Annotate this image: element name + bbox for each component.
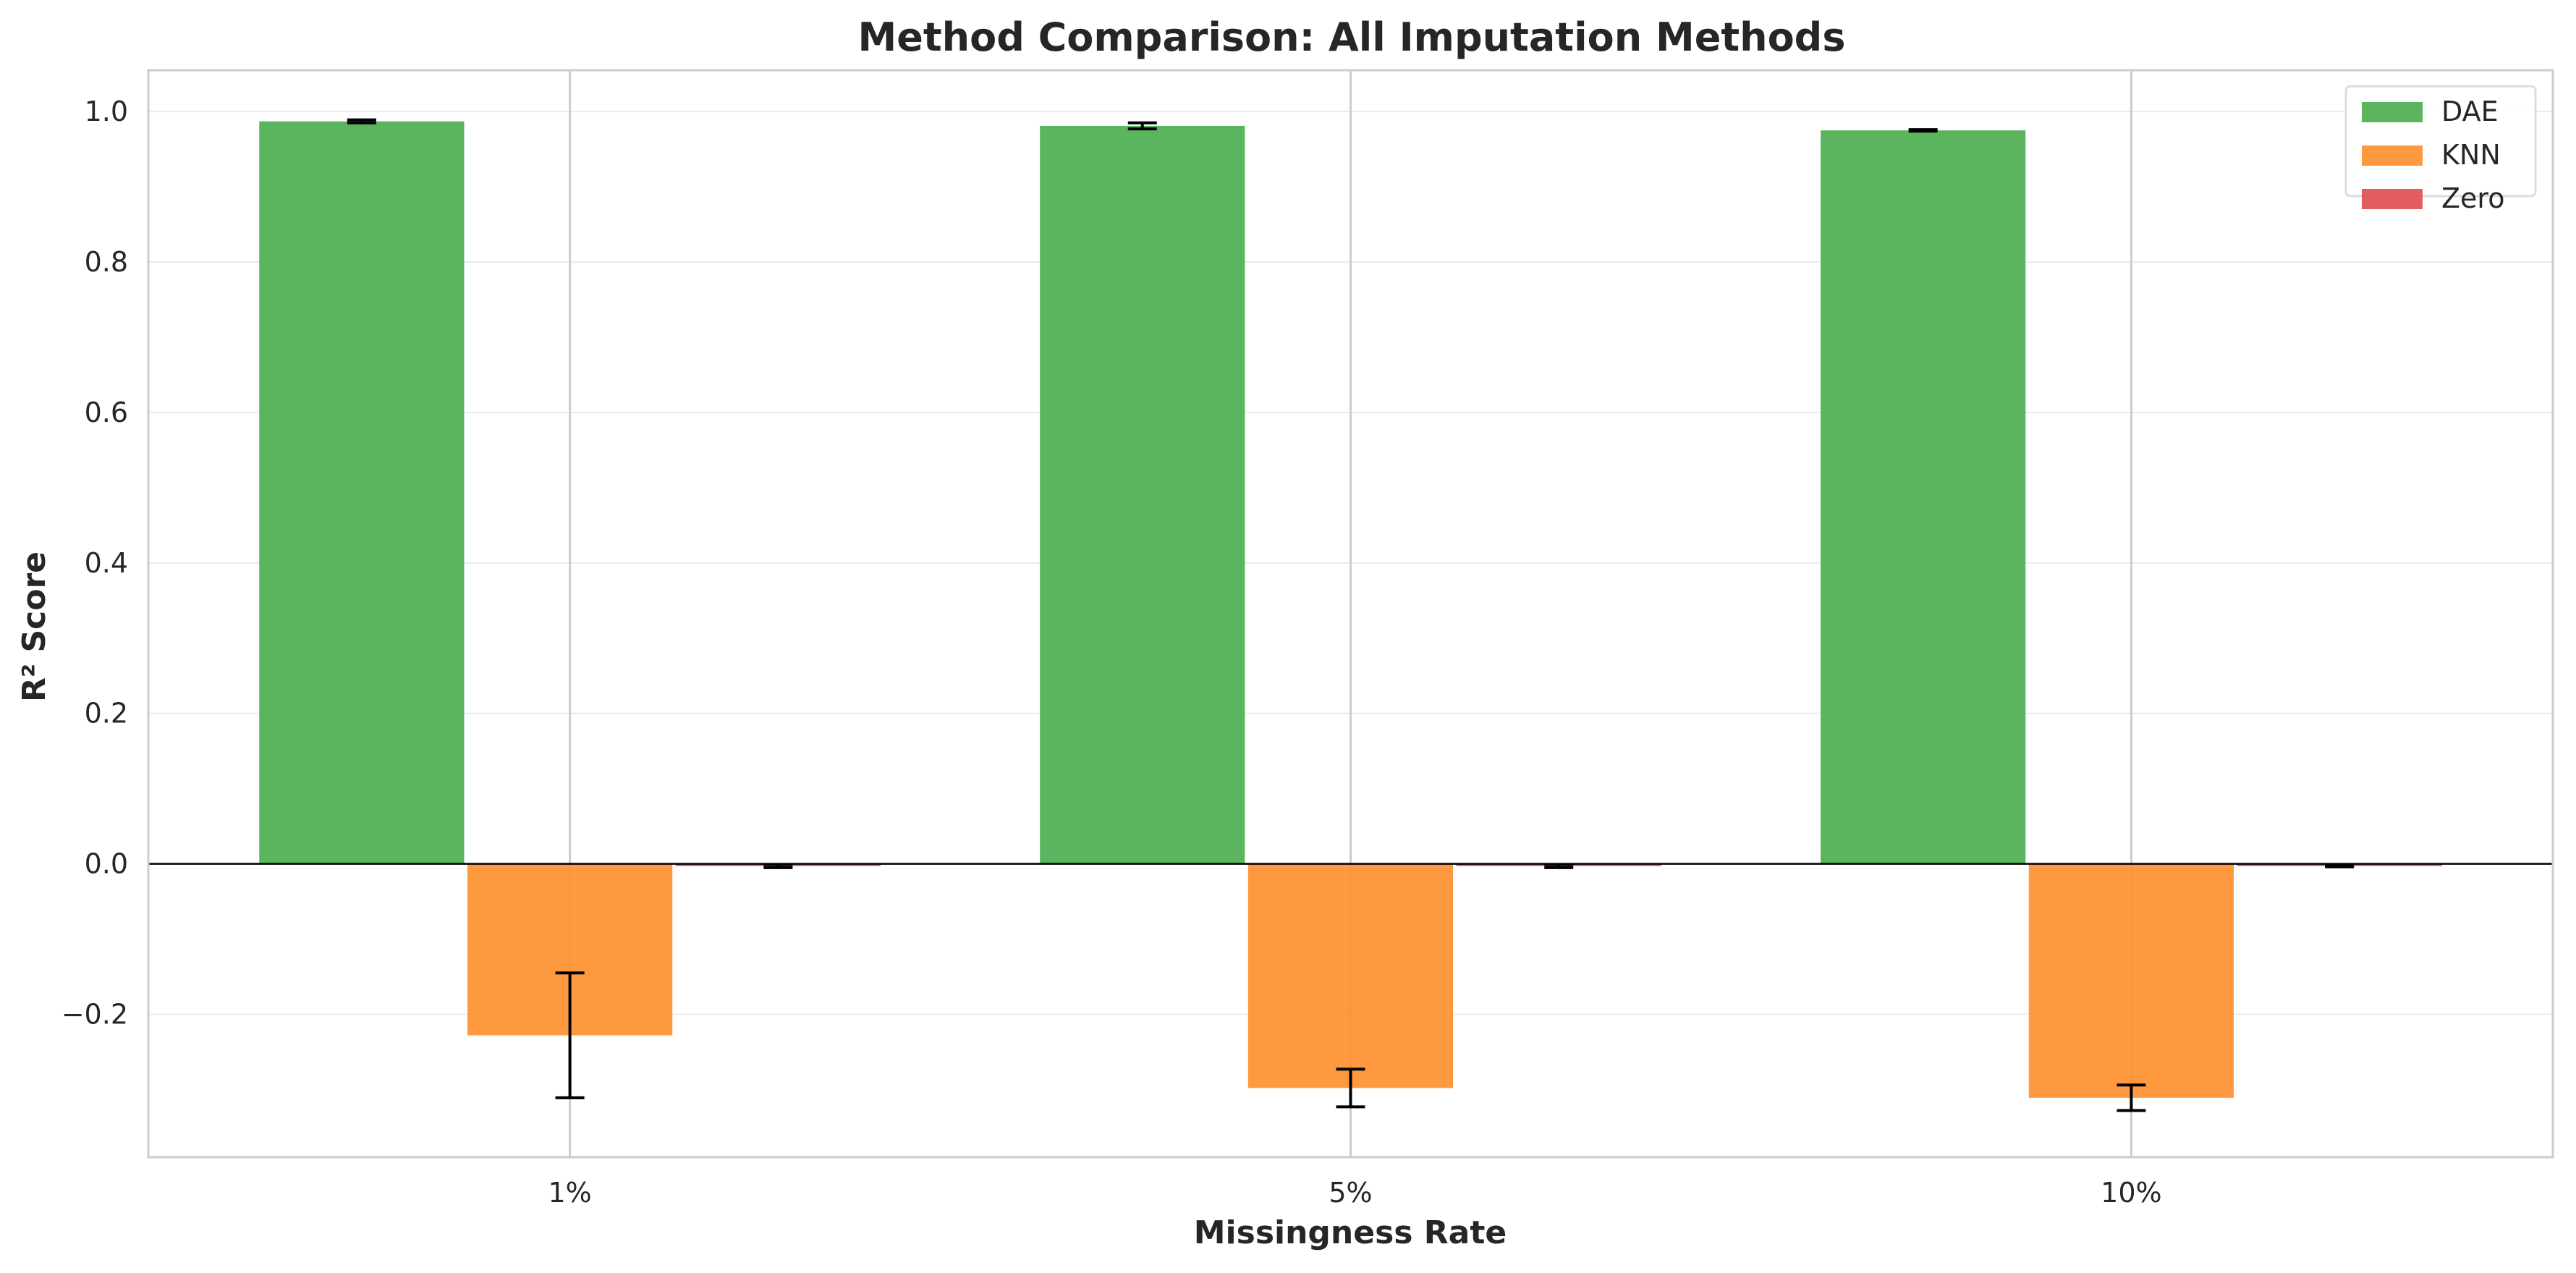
- x-axis-label: Missingness Rate: [1194, 1214, 1507, 1251]
- error-bar-dae: [1908, 128, 1938, 133]
- x-tick-label: 1%: [548, 1177, 591, 1209]
- bar-dae: [259, 121, 465, 864]
- bar-dae: [1040, 125, 1245, 864]
- legend-swatch-zero: [2362, 189, 2423, 209]
- x-tick-label: 10%: [2101, 1177, 2161, 1209]
- error-bar-dae: [1127, 121, 1157, 131]
- error-bar-dae: [347, 118, 376, 124]
- legend: DAE KNN Zero: [2344, 85, 2537, 214]
- y-tick-label: 0.8: [85, 246, 128, 278]
- tick-labels: −0.2 0.0 0.2 0.4 0.6 0.8 1.0 1% 5% 10%: [62, 96, 2162, 1209]
- x-tick-label: 5%: [1329, 1177, 1372, 1209]
- error-bar-knn: [1336, 1067, 1365, 1109]
- y-tick-label: 0.6: [85, 397, 128, 428]
- plot-frame: [147, 69, 2554, 1159]
- bars: [259, 121, 2442, 1098]
- y-tick-label: −0.2: [62, 999, 128, 1031]
- y-tick-label: 0.0: [85, 848, 128, 880]
- legend-swatch-dae: [2362, 102, 2423, 122]
- y-tick-label: 0.2: [85, 698, 128, 729]
- legend-swatch-knn: [2362, 145, 2423, 166]
- error-bar-knn: [2117, 1083, 2146, 1112]
- legend-label-knn: KNN: [2441, 139, 2501, 171]
- y-tick-label: 1.0: [85, 96, 128, 127]
- chart-title: Method Comparison: All Imputation Method…: [858, 14, 1846, 60]
- legend-label-zero: Zero: [2441, 182, 2504, 214]
- error-bars: [347, 118, 2355, 1112]
- error-bar-knn: [555, 971, 585, 1099]
- y-axis-label: R² Score: [16, 551, 53, 702]
- axes: [147, 69, 2554, 1159]
- y-tick-label: 0.4: [85, 547, 128, 579]
- bar-knn: [2028, 863, 2234, 1098]
- legend-label-dae: DAE: [2441, 96, 2499, 127]
- error-bar-zero: [2325, 863, 2355, 868]
- bar-dae: [1821, 130, 2026, 864]
- bar-knn: [1247, 863, 1454, 1088]
